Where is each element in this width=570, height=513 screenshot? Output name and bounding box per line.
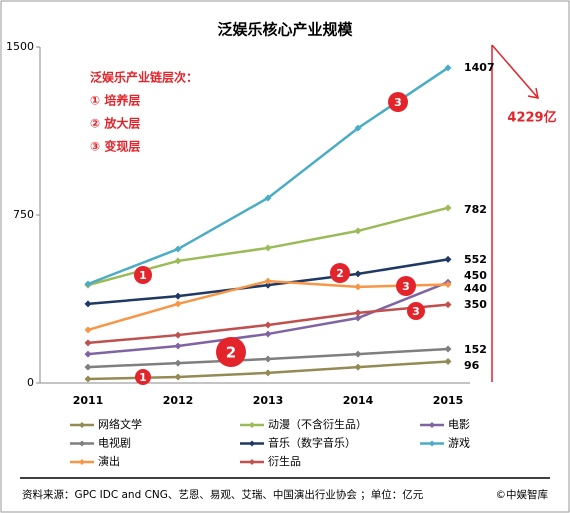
- point: [444, 204, 452, 212]
- annotation-level: ① 培养层: [90, 93, 140, 108]
- y-tick-label: 1500: [6, 40, 34, 53]
- point: [174, 373, 182, 381]
- value-label: 440: [464, 282, 487, 295]
- level-marker-label: 3: [402, 280, 410, 293]
- point: [264, 330, 272, 338]
- legend-label: 游戏: [448, 437, 470, 450]
- legend-marker: [429, 440, 435, 447]
- point: [174, 245, 182, 253]
- legend-label: 电视剧: [98, 436, 131, 450]
- level-marker: [216, 337, 246, 367]
- point: [444, 357, 452, 365]
- point: [354, 283, 362, 291]
- level-marker-label: 3: [394, 96, 402, 109]
- point: [264, 244, 272, 252]
- level-marker: [396, 276, 416, 296]
- legend-marker: [79, 422, 85, 428]
- point: [354, 309, 362, 317]
- total-annotation: 4229亿: [507, 110, 556, 126]
- legend-label: 衍生品: [268, 454, 301, 468]
- value-label: 96: [464, 359, 480, 372]
- level-marker-label: 3: [412, 305, 420, 318]
- legend-marker: [79, 440, 85, 447]
- point: [84, 280, 92, 288]
- chart-title: 泛娱乐核心产业规模: [217, 21, 353, 39]
- point: [444, 64, 452, 72]
- y-tick-label: 0: [27, 376, 34, 389]
- legend-marker: [79, 459, 85, 465]
- point: [84, 300, 92, 308]
- x-tick-label: 2015: [433, 394, 464, 407]
- level-marker: [135, 369, 151, 385]
- point: [354, 350, 362, 358]
- point: [84, 326, 92, 334]
- point: [444, 301, 452, 309]
- point: [84, 350, 92, 358]
- point: [354, 227, 362, 235]
- legend-marker: [249, 422, 255, 428]
- point: [264, 355, 272, 363]
- point: [264, 277, 272, 285]
- point: [264, 321, 272, 329]
- point: [174, 331, 182, 339]
- point: [264, 194, 272, 202]
- source: 资料来源：GPC IDC and CNG、艺恩、易观、艾瑞、中国演出行业协会 ；…: [22, 488, 424, 501]
- level-marker: [134, 266, 152, 284]
- level-marker-label: 2: [226, 344, 236, 362]
- value-label: 1407: [464, 61, 495, 74]
- point: [84, 339, 92, 347]
- legend-label: 动漫（不含衍生品）: [268, 417, 367, 431]
- x-tick-label: 2013: [253, 394, 284, 407]
- annotation-level: ③ 变现层: [90, 139, 140, 154]
- value-label: 450: [464, 269, 487, 282]
- x-tick-label: 2012: [163, 394, 194, 407]
- x-tick-label: 2011: [73, 394, 104, 407]
- point: [84, 375, 92, 383]
- level-marker-label: 1: [139, 269, 147, 282]
- y-tick-label: 750: [13, 208, 34, 221]
- x-tick-label: 2014: [343, 394, 374, 407]
- point: [264, 369, 272, 377]
- point: [174, 300, 182, 308]
- point: [174, 359, 182, 367]
- annotation-level: ② 放大层: [90, 116, 140, 131]
- point: [444, 345, 452, 353]
- point: [354, 124, 362, 132]
- arrow: [491, 44, 539, 99]
- level-marker-label: 2: [336, 267, 344, 280]
- value-label: 552: [464, 253, 487, 266]
- point: [354, 314, 362, 322]
- legend-label: 网络文学: [98, 417, 142, 431]
- point: [174, 257, 182, 265]
- point: [84, 363, 92, 371]
- point: [354, 363, 362, 371]
- value-label: 152: [464, 343, 487, 356]
- point: [444, 280, 452, 288]
- legend-marker: [429, 422, 435, 428]
- level-marker: [407, 302, 425, 320]
- level-marker: [330, 263, 350, 283]
- value-label: 350: [464, 298, 487, 311]
- point: [174, 342, 182, 350]
- legend-marker: [249, 440, 255, 447]
- legend-label: 音乐（数字音乐）: [268, 436, 356, 450]
- annotation-title: 泛娱乐产业链层次：: [90, 70, 198, 85]
- level-marker-label: 1: [139, 371, 147, 384]
- legend-marker: [249, 459, 255, 465]
- point: [264, 281, 272, 289]
- point: [444, 255, 452, 263]
- copyright: ©中娱智库: [496, 488, 549, 501]
- value-label: 782: [464, 203, 487, 216]
- point: [174, 292, 182, 300]
- legend-label: 电影: [448, 418, 470, 431]
- legend-label: 演出: [98, 454, 120, 468]
- level-marker: [388, 92, 408, 112]
- point: [354, 270, 362, 278]
